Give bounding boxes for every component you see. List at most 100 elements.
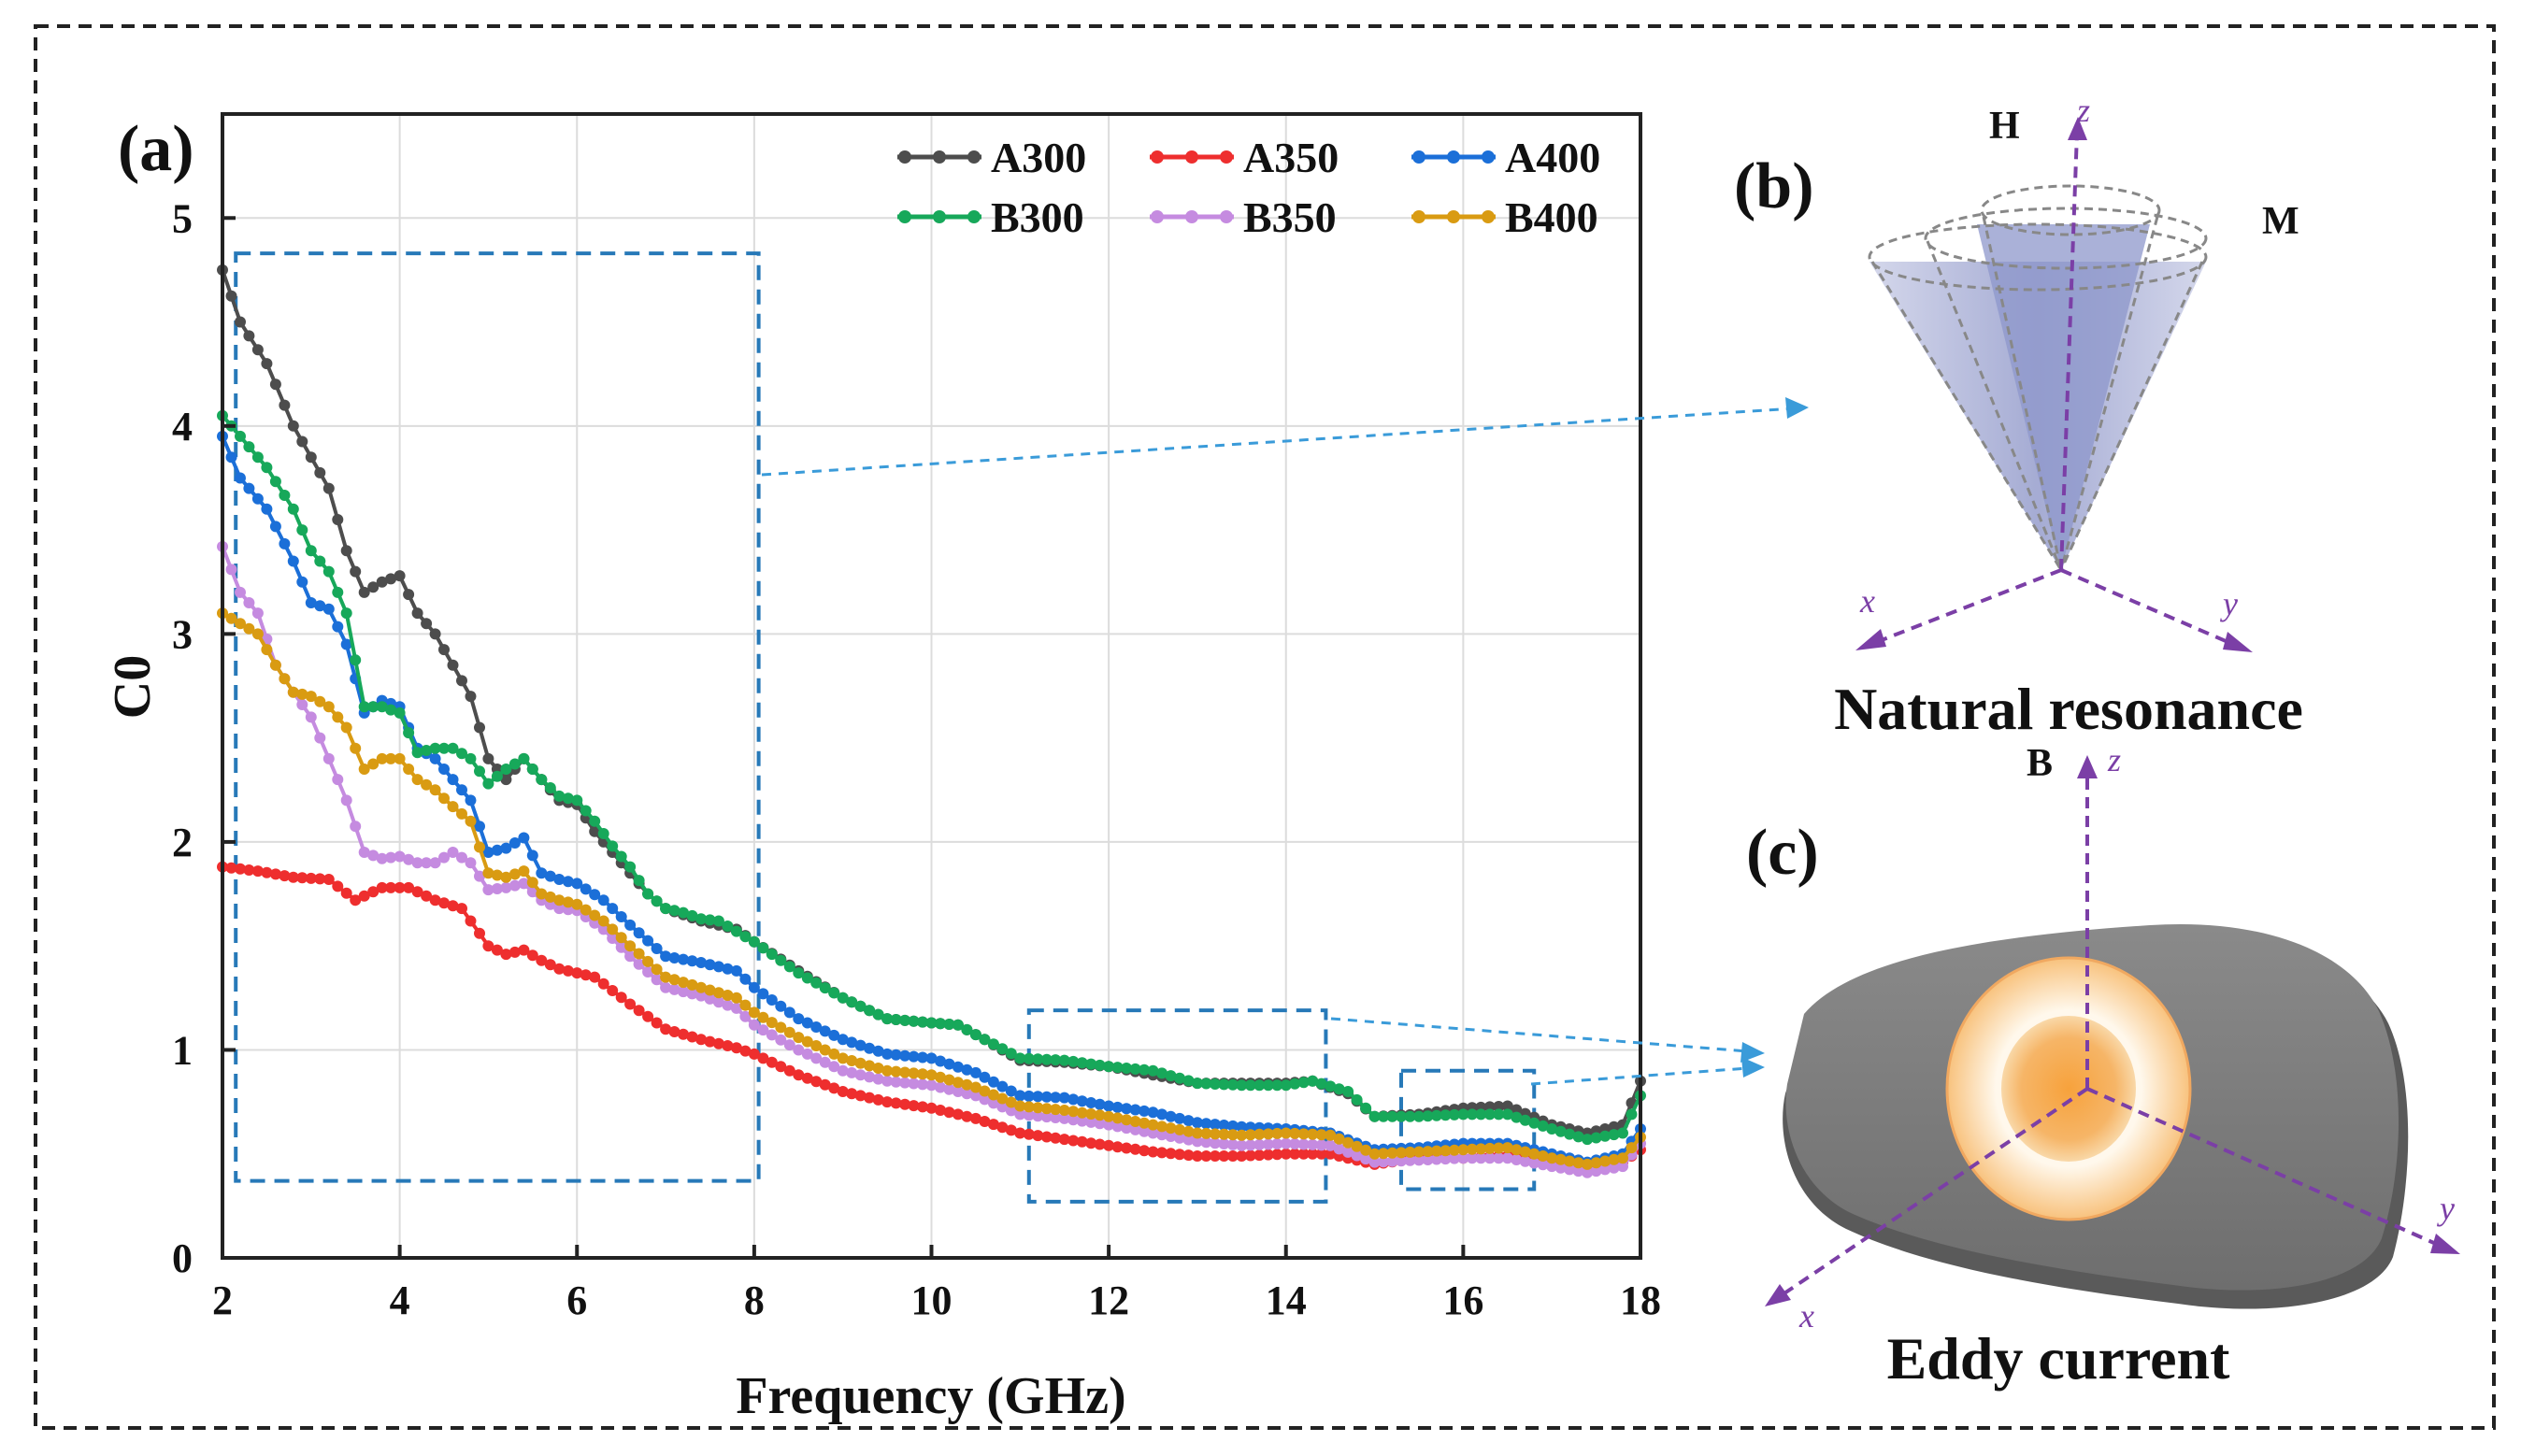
data-point	[385, 704, 397, 716]
data-point	[518, 752, 530, 764]
data-point	[1537, 1150, 1549, 1162]
data-point	[1590, 1157, 1602, 1169]
data-point	[979, 1093, 991, 1106]
data-point	[1094, 1098, 1106, 1110]
data-point	[580, 805, 592, 817]
data-point	[1386, 1110, 1398, 1122]
data-point	[651, 895, 663, 907]
data-point	[1360, 1102, 1372, 1114]
data-point	[615, 911, 627, 922]
data-point	[526, 877, 538, 889]
data-point	[642, 955, 654, 967]
data-point	[1564, 1155, 1576, 1167]
data-point	[385, 752, 397, 764]
data-point	[1475, 1152, 1487, 1164]
data-point	[1351, 1093, 1363, 1106]
data-point	[987, 1119, 999, 1131]
data-point	[899, 1098, 911, 1110]
data-point	[1582, 1158, 1594, 1170]
data-point	[607, 933, 619, 944]
data-point	[1200, 1127, 1212, 1139]
data-point	[872, 1073, 884, 1085]
data-point	[1111, 1112, 1124, 1124]
data-point	[775, 1021, 787, 1034]
c-x-axis	[1774, 1087, 2089, 1301]
data-point	[1307, 1128, 1319, 1140]
data-point	[474, 870, 485, 882]
legend-marker	[1447, 210, 1460, 223]
data-point	[864, 1071, 876, 1083]
legend-label: B350	[1243, 193, 1337, 241]
arrow-to-b	[761, 407, 1796, 477]
data-point	[1413, 1154, 1425, 1166]
data-point	[1483, 1152, 1496, 1164]
data-point	[872, 1093, 884, 1106]
data-point	[864, 1092, 876, 1104]
data-point	[890, 1076, 902, 1088]
data-point	[1617, 1161, 1628, 1173]
data-point	[837, 1064, 849, 1077]
data-point	[553, 963, 566, 975]
zoom-box	[1399, 1068, 1537, 1192]
data-point	[1121, 1103, 1133, 1115]
data-point	[508, 837, 521, 849]
data-point	[704, 1035, 716, 1048]
panel-c: (c) B z x y Eddy current	[1746, 741, 2460, 1392]
data-point	[1493, 1108, 1505, 1121]
data-point	[793, 967, 805, 979]
data-point	[748, 981, 760, 993]
data-point	[1572, 1131, 1584, 1143]
data-point	[1378, 1110, 1389, 1122]
data-point	[801, 1072, 813, 1084]
data-point	[943, 1058, 955, 1070]
b-y-label: y	[2220, 585, 2238, 622]
data-point	[633, 948, 645, 960]
data-point	[1032, 1102, 1044, 1114]
data-point	[429, 752, 441, 764]
data-point	[748, 1006, 760, 1019]
data-point	[1121, 1063, 1133, 1074]
data-point	[1085, 1058, 1097, 1070]
data-point	[340, 887, 352, 899]
data-point	[1564, 1163, 1576, 1176]
y-axis-label: C0	[104, 655, 162, 719]
data-point	[1511, 1111, 1523, 1123]
data-point	[562, 792, 574, 805]
data-point	[296, 688, 308, 700]
data-point	[1094, 1118, 1106, 1130]
data-point	[465, 815, 477, 827]
data-point	[1040, 1131, 1053, 1143]
data-point	[1448, 1108, 1460, 1121]
data-point	[447, 774, 459, 786]
data-point	[810, 1021, 823, 1033]
legend-marker	[1185, 210, 1198, 223]
data-point	[251, 451, 264, 464]
data-point	[987, 1038, 999, 1050]
data-point	[1271, 1127, 1283, 1139]
legend-label: A400	[1505, 134, 1600, 181]
data-point	[491, 883, 503, 894]
data-point	[846, 1066, 858, 1078]
data-point	[996, 1080, 1009, 1092]
data-point	[881, 1013, 894, 1025]
data-point	[1342, 1086, 1354, 1097]
data-point	[411, 886, 423, 898]
data-point	[1297, 1148, 1310, 1160]
legend-marker	[1151, 150, 1164, 164]
data-point	[1209, 1150, 1221, 1162]
data-point	[1422, 1154, 1434, 1165]
data-point	[1582, 1134, 1594, 1146]
data-point	[571, 878, 583, 890]
data-point	[269, 476, 281, 488]
data-point	[314, 555, 326, 567]
data-point	[367, 849, 380, 862]
data-point	[261, 358, 273, 370]
data-point	[1599, 1155, 1611, 1167]
data-point	[1572, 1165, 1584, 1178]
data-point	[1103, 1139, 1115, 1151]
data-point	[1236, 1139, 1248, 1151]
data-point	[908, 1050, 920, 1063]
data-point	[1191, 1127, 1203, 1139]
data-point	[1111, 1141, 1124, 1153]
data-point	[465, 691, 477, 703]
